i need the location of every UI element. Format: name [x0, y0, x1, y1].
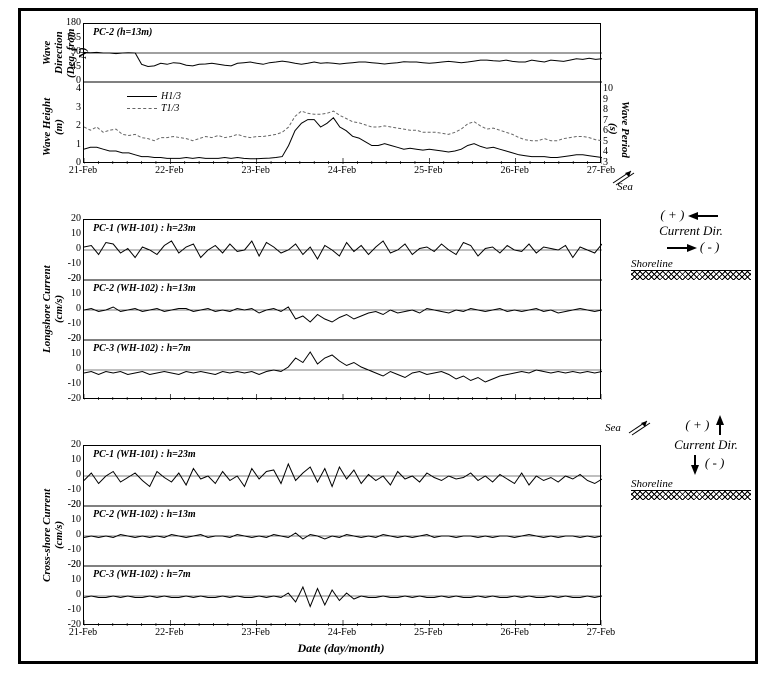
ytick-current: -10: [59, 484, 81, 495]
subpanel-label: PC-2 (WH-102) : h=13m: [93, 283, 196, 294]
xtick: 22-Feb: [144, 627, 194, 638]
ytick-period: 8: [603, 104, 623, 115]
xtick: 21-Feb: [58, 627, 108, 638]
xtick: 24-Feb: [317, 627, 367, 638]
xtick: 22-Feb: [144, 165, 194, 176]
ytick-current: 0: [59, 303, 81, 314]
ytick-current: -20: [59, 393, 81, 404]
legend-h13: H1/3: [127, 91, 181, 102]
ytick-current: -10: [59, 318, 81, 329]
ytick-current: 10: [59, 228, 81, 239]
ytick-current: 20: [59, 213, 81, 224]
ytick-current: 0: [59, 529, 81, 540]
ytick-current: 10: [59, 574, 81, 585]
ytick-height: 4: [59, 83, 81, 94]
subpanel-label: PC-3 (WH-102) : h=7m: [93, 569, 191, 580]
xtick: 21-Feb: [58, 165, 108, 176]
ytick-current: -10: [59, 544, 81, 555]
series-label-pc2: PC-2 (h=13m): [93, 27, 152, 38]
panel-longshore: [83, 219, 601, 399]
ytick-dir: 135: [59, 32, 81, 43]
xtick: 23-Feb: [231, 627, 281, 638]
crossshore-dir-legend: ( + ) Current Dir. ( - ) Shoreline: [661, 415, 751, 500]
figure-frame: Wave Direction(Deg. from N) Wave Height(…: [18, 8, 758, 664]
ytick-current: 20: [59, 273, 81, 284]
ytick-current: -10: [59, 604, 81, 615]
ytick-current: 20: [59, 439, 81, 450]
ytick-current: 20: [59, 559, 81, 570]
xtick: 26-Feb: [490, 627, 540, 638]
ytick-current: 10: [59, 454, 81, 465]
ytick-current: 10: [59, 514, 81, 525]
legend-t13: T1/3: [127, 103, 179, 114]
xtick: 25-Feb: [403, 165, 453, 176]
ytick-current: 20: [59, 499, 81, 510]
longshore-dir-legend: ( + ) Current Dir. ( - ) Shoreline: [631, 207, 751, 280]
subpanel-label: PC-3 (WH-102) : h=7m: [93, 343, 191, 354]
ytick-current: 10: [59, 348, 81, 359]
ytick-period: 9: [603, 94, 623, 105]
ytick-current: 0: [59, 469, 81, 480]
ytick-height: 3: [59, 102, 81, 113]
xtick: 24-Feb: [317, 165, 367, 176]
xtick: 26-Feb: [490, 165, 540, 176]
ytick-current: 20: [59, 333, 81, 344]
ytick-period: 5: [603, 136, 623, 147]
sea-indicator-2: Sea: [627, 419, 655, 440]
ytick-period: 6: [603, 125, 623, 136]
xtick: 27-Feb: [576, 627, 626, 638]
subpanel-label: PC-1 (WH-101) : h=23m: [93, 223, 196, 234]
ytick-current: 0: [59, 243, 81, 254]
ytick-height: 2: [59, 120, 81, 131]
ytick-current: -10: [59, 378, 81, 389]
subpanel-label: PC-1 (WH-101) : h=23m: [93, 449, 196, 460]
xtick: 25-Feb: [403, 627, 453, 638]
panel-crossshore: [83, 445, 601, 625]
ytick-current: 10: [59, 288, 81, 299]
ytick-current: 0: [59, 589, 81, 600]
xtick: 23-Feb: [231, 165, 281, 176]
ytick-current: -10: [59, 258, 81, 269]
x-axis-title: Date (day/month): [298, 641, 385, 656]
ytick-dir: 45: [59, 61, 81, 72]
ytick-period: 7: [603, 115, 623, 126]
sea-indicator-1: Sea: [611, 169, 639, 190]
ytick-dir: 180: [59, 17, 81, 28]
ytick-height: 1: [59, 139, 81, 150]
subpanel-label: PC-2 (WH-102) : h=13m: [93, 509, 196, 520]
ytick-period: 4: [603, 146, 623, 157]
ytick-dir: 90: [59, 46, 81, 57]
ytick-current: 0: [59, 363, 81, 374]
ytick-period: 10: [603, 83, 623, 94]
